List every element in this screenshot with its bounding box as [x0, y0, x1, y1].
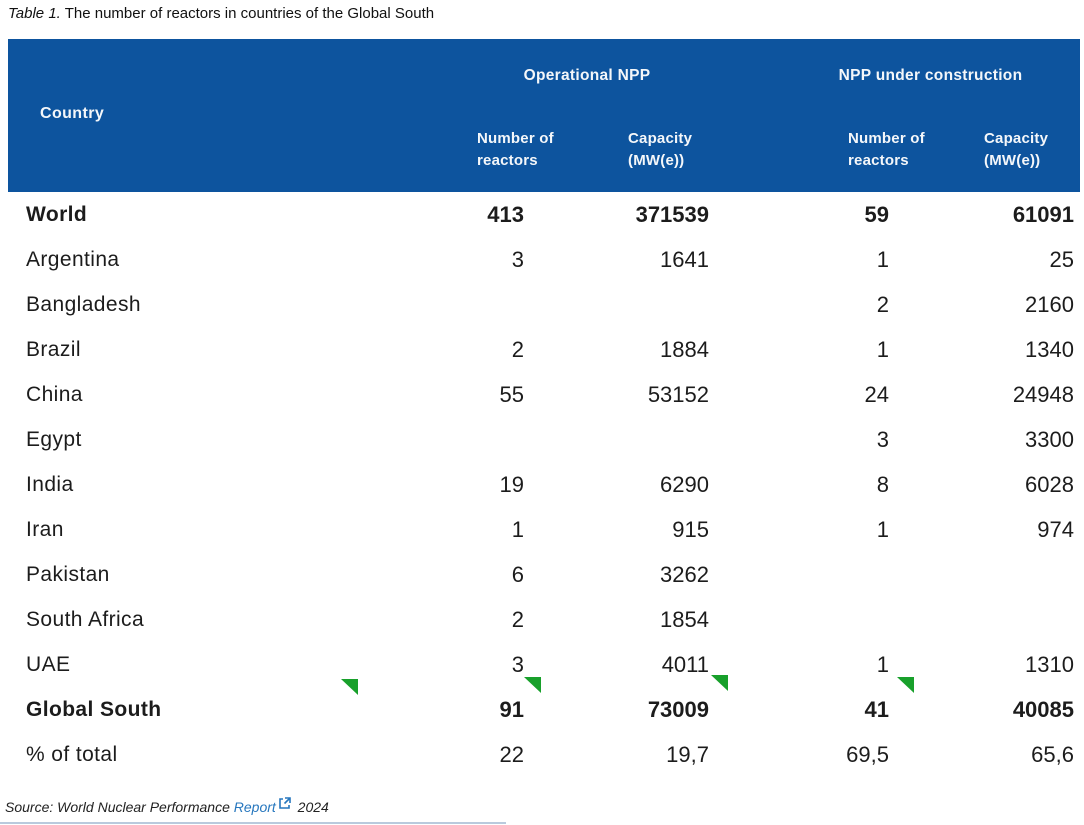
group-header-operational-npp: Operational NPP — [523, 67, 651, 84]
uc-capacity-cell: 2160 — [1025, 291, 1074, 317]
country-cell: World — [26, 202, 88, 226]
report-link[interactable]: Report — [233, 799, 276, 815]
table-row-iran: Iran 1 915 1 974 — [8, 507, 1080, 552]
country-cell: Pakistan — [26, 562, 110, 586]
uc-capacity-cell: 40085 — [1012, 696, 1074, 722]
table-caption: Table 1. The number of reactors in count… — [8, 5, 434, 22]
op-capacity-cell: 73009 — [647, 696, 709, 722]
table-row-percent-of-total: % of total 22 19,7 69,5 65,6 — [8, 732, 1080, 777]
column-header-construction-capacity: Capacity (MW(e)) — [984, 130, 1049, 169]
op-reactors-cell: 55 — [499, 381, 524, 407]
op-reactors-cell: 91 — [499, 696, 524, 722]
uc-reactors-cell: 1 — [876, 651, 889, 677]
op-reactors-cell: 2 — [511, 606, 524, 632]
column-header-country: Country — [40, 105, 105, 122]
table-caption-text: The number of reactors in countries of t… — [60, 5, 435, 22]
country-cell: China — [26, 382, 83, 406]
op-reactors-cell: 3 — [511, 651, 524, 677]
country-cell: South Africa — [26, 607, 145, 631]
uc-capacity-cell: 1340 — [1025, 336, 1074, 362]
table-caption-number: Table 1. — [8, 5, 61, 22]
op-reactors-cell: 3 — [511, 246, 524, 272]
uc-reactors-cell: 1 — [876, 516, 889, 542]
uc-reactors-cell: 69,5 — [846, 741, 889, 767]
column-header-operational-number-of-reactors: Number of reactors — [477, 130, 554, 169]
uc-capacity-cell: 974 — [1037, 516, 1074, 542]
op-reactors-cell: 2 — [511, 336, 524, 362]
op-capacity-cell: 4011 — [661, 651, 709, 677]
op-capacity-cell: 19,7 — [666, 741, 709, 767]
op-capacity-cell: 371539 — [635, 201, 709, 227]
op-capacity-cell: 1854 — [660, 606, 709, 632]
external-link-icon[interactable] — [278, 797, 291, 813]
uc-reactors-cell: 41 — [864, 696, 889, 722]
uc-reactors-cell: 1 — [876, 336, 889, 362]
table-body: World 413 371539 59 61091 Argentina 3 16… — [8, 192, 1080, 777]
uc-reactors-cell: 59 — [864, 201, 889, 227]
table-row-india: India 19 6290 8 6028 — [8, 462, 1080, 507]
cropped-bottom-rule — [0, 822, 506, 824]
uc-reactors-cell: 24 — [864, 381, 889, 407]
op-capacity-cell: 53152 — [647, 381, 709, 407]
op-capacity-cell: 6290 — [660, 471, 709, 497]
country-cell: India — [26, 472, 74, 496]
uc-capacity-cell: 3300 — [1025, 426, 1074, 452]
uc-reactors-cell: 2 — [876, 291, 889, 317]
uc-capacity-cell: 6028 — [1025, 471, 1074, 497]
column-header-operational-capacity: Capacity (MW(e)) — [628, 130, 693, 169]
uc-capacity-cell: 61091 — [1012, 201, 1074, 227]
op-reactors-cell: 22 — [499, 741, 524, 767]
op-capacity-cell: 1884 — [660, 336, 709, 362]
country-cell: Brazil — [26, 337, 81, 361]
uc-capacity-cell: 1310 — [1025, 651, 1074, 677]
source-text: Source: World Nuclear Performance — [5, 799, 234, 815]
uc-capacity-cell: 65,6 — [1031, 741, 1074, 767]
uc-reactors-cell: 1 — [876, 246, 889, 272]
uc-reactors-cell: 8 — [876, 471, 889, 497]
reactors-table: Country Operational NPP NPP under constr… — [8, 39, 1080, 777]
country-cell: Argentina — [26, 247, 120, 271]
table-header: Country Operational NPP NPP under constr… — [8, 39, 1080, 192]
op-reactors-cell: 6 — [511, 561, 524, 587]
source-note: Source: World Nuclear Performance Report… — [5, 797, 329, 815]
op-reactors-cell: 19 — [499, 471, 524, 497]
source-year: 2024 — [293, 799, 329, 815]
op-reactors-cell: 1 — [511, 516, 524, 542]
column-header-construction-number-of-reactors: Number of reactors — [848, 130, 925, 169]
op-reactors-cell: 413 — [487, 201, 524, 227]
table-row-uae: UAE 3 4011 1 1310 — [8, 642, 1080, 687]
country-cell: UAE — [26, 652, 71, 676]
op-capacity-cell: 915 — [672, 516, 709, 542]
op-capacity-cell: 3262 — [660, 561, 709, 587]
table-row-china: China 55 53152 24 24948 — [8, 372, 1080, 417]
table-row-world: World 413 371539 59 61091 — [8, 192, 1080, 237]
uc-reactors-cell: 3 — [876, 426, 889, 452]
table-row-bangladesh: Bangladesh 2 2160 — [8, 282, 1080, 327]
country-cell: Egypt — [26, 427, 82, 451]
table-row-brazil: Brazil 2 1884 1 1340 — [8, 327, 1080, 372]
country-cell: % of total — [26, 742, 118, 766]
uc-capacity-cell: 24948 — [1012, 381, 1074, 407]
country-cell: Global South — [26, 697, 162, 721]
op-capacity-cell: 1641 — [660, 246, 709, 272]
table-row-egypt: Egypt 3 3300 — [8, 417, 1080, 462]
table-row-global-south: Global South 91 73009 41 40085 — [8, 687, 1080, 732]
country-cell: Iran — [26, 517, 64, 541]
country-cell: Bangladesh — [26, 292, 141, 316]
table-row-argentina: Argentina 3 1641 1 25 — [8, 237, 1080, 282]
table-row-pakistan: Pakistan 6 3262 — [8, 552, 1080, 597]
group-header-npp-under-construction: NPP under construction — [838, 67, 1023, 84]
table-row-south-africa: South Africa 2 1854 — [8, 597, 1080, 642]
uc-capacity-cell: 25 — [1049, 246, 1074, 272]
